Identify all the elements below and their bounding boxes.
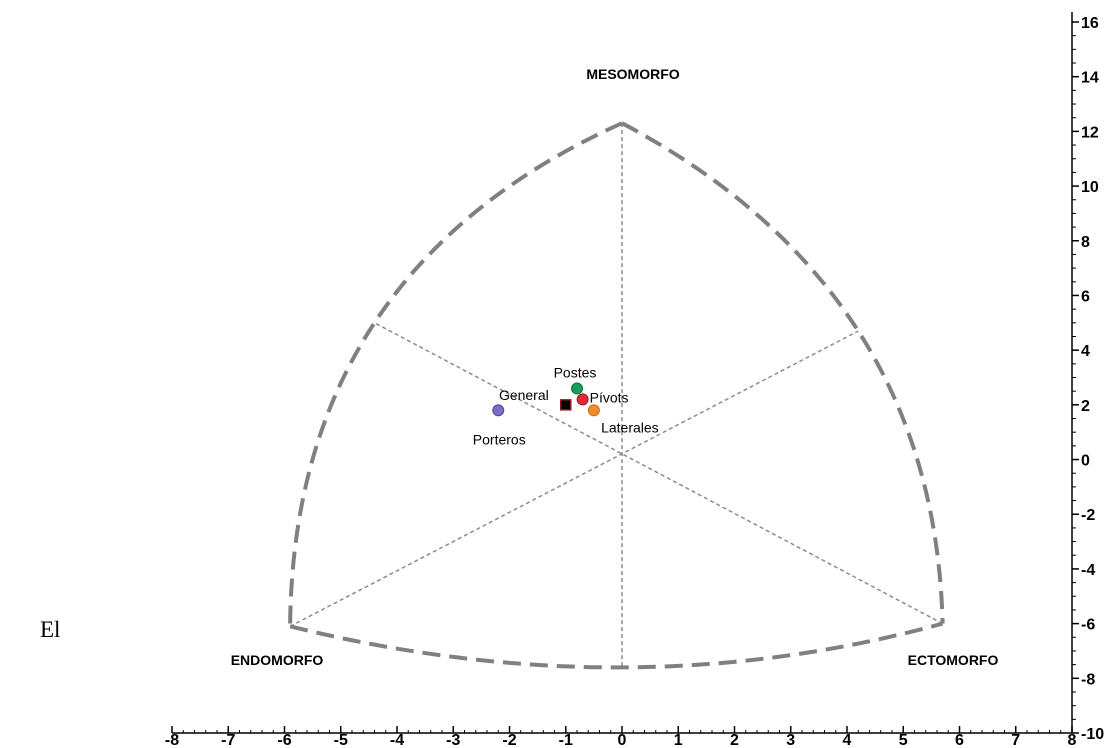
point-general xyxy=(560,399,572,411)
x-tick-label: -3 xyxy=(446,732,460,748)
y-tick-label: -8 xyxy=(1081,671,1095,688)
x-tick-label: -6 xyxy=(277,732,291,748)
point-postes xyxy=(571,382,583,395)
point-pívots xyxy=(576,393,589,406)
x-tick-label: -4 xyxy=(390,732,404,748)
endomorfo-label: ENDOMORFO xyxy=(231,652,324,668)
x-tick-label: 1 xyxy=(674,732,683,748)
x-tick-label: -7 xyxy=(221,732,235,748)
side-text: El xyxy=(40,617,61,642)
y-tick-label: 14 xyxy=(1081,70,1099,87)
y-tick-label: 4 xyxy=(1081,343,1090,360)
x-tick-label: 0 xyxy=(618,732,627,748)
labels: MESOMORFO ENDOMORFO ECTOMORFO General Postes… xyxy=(231,66,999,668)
x-tick-label: 8 xyxy=(1068,732,1077,748)
y-tick-label: -10 xyxy=(1081,726,1104,743)
point-porteros xyxy=(492,404,505,417)
label-postes: Postes xyxy=(554,364,597,380)
left-arc xyxy=(288,121,623,627)
x-tick-label: 4 xyxy=(843,732,852,748)
bottom-arc xyxy=(289,621,944,670)
y-tick-label: 12 xyxy=(1081,124,1099,141)
y-tick-label: 10 xyxy=(1081,179,1099,196)
label-pívots: Pívots xyxy=(590,389,629,405)
y-tick-label: 2 xyxy=(1081,398,1090,415)
x-tick-label: -5 xyxy=(334,732,348,748)
somatochart-frame xyxy=(288,121,945,670)
ectomorfo-label: ECTOMORFO xyxy=(908,652,999,668)
y-tick-label: 16 xyxy=(1081,15,1099,32)
y-tick-label: -4 xyxy=(1081,562,1095,579)
y-tick-label: 6 xyxy=(1081,288,1090,305)
left-diagonal-guide xyxy=(289,330,859,628)
data-points xyxy=(492,382,600,417)
x-tick-label: 2 xyxy=(730,732,739,748)
y-tick-label: -2 xyxy=(1081,507,1095,524)
right-diagonal-guide xyxy=(374,322,943,625)
right-arc xyxy=(621,121,945,624)
y-tick-label: 8 xyxy=(1081,234,1090,251)
x-tick-label: 3 xyxy=(786,732,795,748)
x-tick-label: 6 xyxy=(955,732,964,748)
label-laterales: Laterales xyxy=(601,419,659,435)
x-tick-label: -8 xyxy=(165,732,179,748)
mesomorfo-label: MESOMORFO xyxy=(586,66,679,82)
y-tick-label: 0 xyxy=(1081,453,1090,470)
axes: -8 -7 -6 -5 -4 -3 -2 -1 0 1 2 3 4 5 6 7 8 -10-8-6-4-20246… xyxy=(165,12,1104,748)
point-laterales xyxy=(587,404,600,417)
x-tick-label: -1 xyxy=(559,732,573,748)
x-tick-label: -2 xyxy=(502,732,516,748)
x-tick-label: 7 xyxy=(1011,732,1020,748)
label-porteros: Porteros xyxy=(473,431,526,447)
y-tick-label: -6 xyxy=(1081,617,1095,634)
label-general: General xyxy=(499,387,549,403)
x-tick-label: 5 xyxy=(899,732,908,748)
